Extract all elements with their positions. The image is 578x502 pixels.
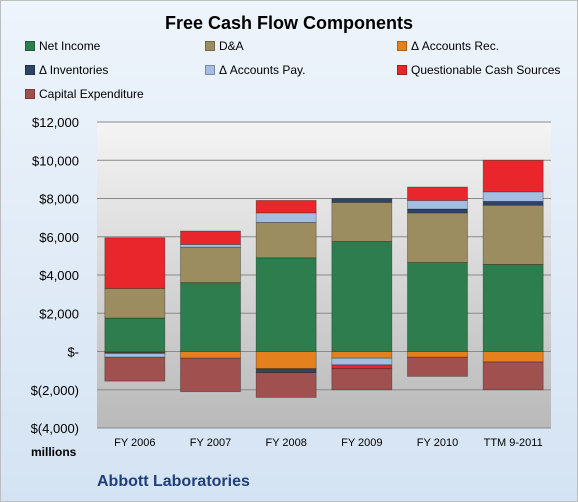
company-label: Abbott Laboratories [97, 473, 250, 490]
y-tick-label: $8,000 [39, 192, 79, 207]
legend-item-capital-expenditure: Capital Expenditure [25, 87, 144, 101]
bar-segment-accounts-rec [180, 351, 241, 359]
bar-segment-d-a [104, 287, 166, 319]
bar-segment-capital-expenditure [331, 368, 393, 391]
bar-segment-inventories [331, 198, 393, 203]
bar-segment-net-income [482, 264, 544, 352]
bar-segment-accounts-pay [180, 243, 241, 248]
x-tick-label: FY 2007 [190, 437, 231, 449]
y-tick-label: $2,000 [39, 306, 79, 321]
bar-segment-d-a [255, 222, 317, 259]
bar-segment-questionable-cash-sources [407, 186, 468, 201]
legend-swatch [397, 65, 407, 75]
bar-segment-capital-expenditure [482, 361, 544, 391]
bar-segment-accounts-rec [482, 351, 544, 363]
x-tick-label: FY 2009 [341, 437, 382, 449]
bar-segment-accounts-pay [407, 200, 468, 210]
y-tick-label: $12,000 [32, 115, 79, 130]
legend-label: Net Income [39, 39, 101, 53]
bar-segment-accounts-rec [407, 351, 468, 358]
legend-item-accounts-rec: Δ Accounts Rec. [397, 39, 499, 53]
bar-segment-questionable-cash-sources [104, 237, 166, 289]
bar-segment-accounts-pay [331, 357, 393, 366]
legend-swatch [205, 65, 215, 75]
bar-segment-inventories [407, 208, 468, 214]
legend-label: D&A [219, 39, 244, 53]
bar-segment-capital-expenditure [104, 356, 166, 382]
x-tick-label: FY 2010 [417, 437, 458, 449]
bar-segment-inventories [104, 352, 166, 354]
legend-swatch [205, 41, 215, 51]
y-tick-label: $(4,000) [31, 421, 79, 436]
bar-segment-capital-expenditure [407, 356, 468, 377]
bar-segment-accounts-pay [255, 212, 317, 223]
bar-segment-questionable-cash-sources [482, 159, 544, 193]
bar-segment-accounts-rec [255, 351, 317, 370]
chart-legend: Net Income D&A Δ Accounts Rec. Δ Inventorie… [1, 39, 577, 109]
x-tick-label: TTM 9-2011 [484, 437, 543, 449]
bar-segment-d-a [331, 201, 393, 242]
x-tick-label: FY 2006 [114, 437, 155, 449]
y-tick-label: $10,000 [32, 153, 79, 168]
legend-item-accounts-pay: Δ Accounts Pay. [205, 63, 306, 77]
chart-title: Free Cash Flow Components [164, 13, 414, 33]
bar-segment-net-income [104, 317, 166, 352]
y-tick-label: $4,000 [39, 268, 79, 283]
bar-segment-net-income [255, 257, 317, 352]
x-tick-label: FY 2008 [265, 437, 306, 449]
legend-item-net-income: Net Income [25, 39, 100, 53]
bar-segment-net-income [180, 282, 241, 352]
bar-segment-d-a [407, 212, 468, 263]
bar-segment-net-income [331, 241, 393, 352]
legend-label: Δ Accounts Pay. [219, 63, 306, 77]
bar-segment-questionable-cash-sources [331, 364, 393, 370]
legend-label: Capital Expenditure [39, 87, 144, 101]
legend-label: Δ Accounts Rec. [411, 39, 500, 53]
legend-label: Δ Inventories [39, 63, 109, 77]
bar-segment-d-a [180, 246, 241, 284]
bar-segment-d-a [482, 204, 544, 265]
bar-segment-accounts-pay [104, 353, 166, 358]
legend-item-questionable-cash-sources: Questionable Cash Sources [397, 63, 560, 77]
bar-segment-inventories [255, 368, 317, 373]
bar-segment-questionable-cash-sources [180, 230, 241, 245]
bar-segment-accounts-rec [331, 351, 393, 359]
legend-swatch [25, 89, 35, 99]
legend-swatch [25, 65, 35, 75]
legend-swatch [25, 41, 35, 51]
units-label: millions [31, 445, 77, 459]
y-tick-label: $- [67, 345, 79, 360]
bar-segment-accounts-pay [482, 191, 544, 202]
y-tick-label: $(2,000) [31, 383, 79, 398]
legend-item-d-a: D&A [205, 39, 244, 53]
y-tick-label: $6,000 [39, 230, 79, 245]
legend-swatch [397, 41, 407, 51]
bar-segment-net-income [407, 262, 468, 352]
legend-item-inventories: Δ Inventories [25, 63, 108, 77]
legend-label: Questionable Cash Sources [411, 63, 561, 77]
bar-segment-capital-expenditure [180, 357, 241, 393]
bar-segment-inventories [482, 200, 544, 206]
bar-segment-questionable-cash-sources [255, 200, 317, 214]
bar-segment-capital-expenditure [255, 372, 317, 398]
